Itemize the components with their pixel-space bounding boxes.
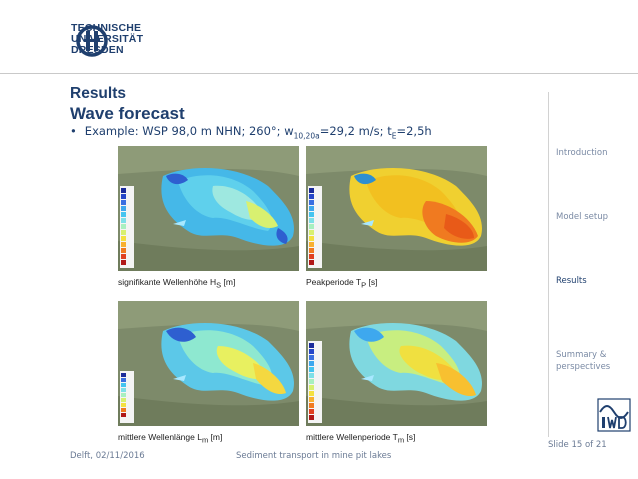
logo-line-3: DRESDEN: [71, 44, 124, 56]
caption-peak-period: Peakperiode TP [s]: [306, 277, 378, 290]
caption-mean-period: mittlere Wellenperiode Tm [s]: [306, 432, 416, 445]
map-panel-wave-length: [118, 301, 299, 426]
map-panel-wave-height: [118, 146, 299, 271]
nav-item-introduction[interactable]: Introduction: [556, 148, 608, 158]
caption-wave-length: mittlere Wellenlänge Lm [m]: [118, 432, 223, 445]
nav-item-model-setup[interactable]: Model setup: [556, 212, 608, 222]
university-name: TECHNISCHE UNIVERSITÄT DRESDEN: [71, 23, 143, 56]
map-panel-mean-period: [306, 301, 487, 426]
section-title: Results: [70, 85, 126, 102]
nav-divider: [548, 92, 549, 437]
header-divider: [0, 73, 638, 74]
slide-title: Wave forecast: [70, 104, 185, 123]
bullet-icon: •: [70, 124, 77, 138]
map-panel-peak-period: [306, 146, 487, 271]
logo-line-2: UNIVERSITÄT: [71, 33, 144, 45]
nav-item-summary[interactable]: Summary & perspectives: [556, 350, 611, 372]
footer-place-date: Delft, 02/11/2016: [70, 451, 145, 461]
example-bullet: • Example: WSP 98,0 m NHN; 260°; w10,20a=…: [70, 124, 432, 141]
logo-line-1: TECHNISCHE: [71, 22, 142, 34]
iwd-logo-icon: [597, 398, 631, 432]
slide-number: Slide 15 of 21: [548, 440, 607, 450]
caption-wave-height: signifikante Wellenhöhe HS [m]: [118, 277, 236, 290]
tu-dresden-logo-icon: [76, 25, 108, 57]
footer-talk-title: Sediment transport in mine pit lakes: [236, 451, 392, 461]
nav-item-results[interactable]: Results: [556, 276, 587, 286]
